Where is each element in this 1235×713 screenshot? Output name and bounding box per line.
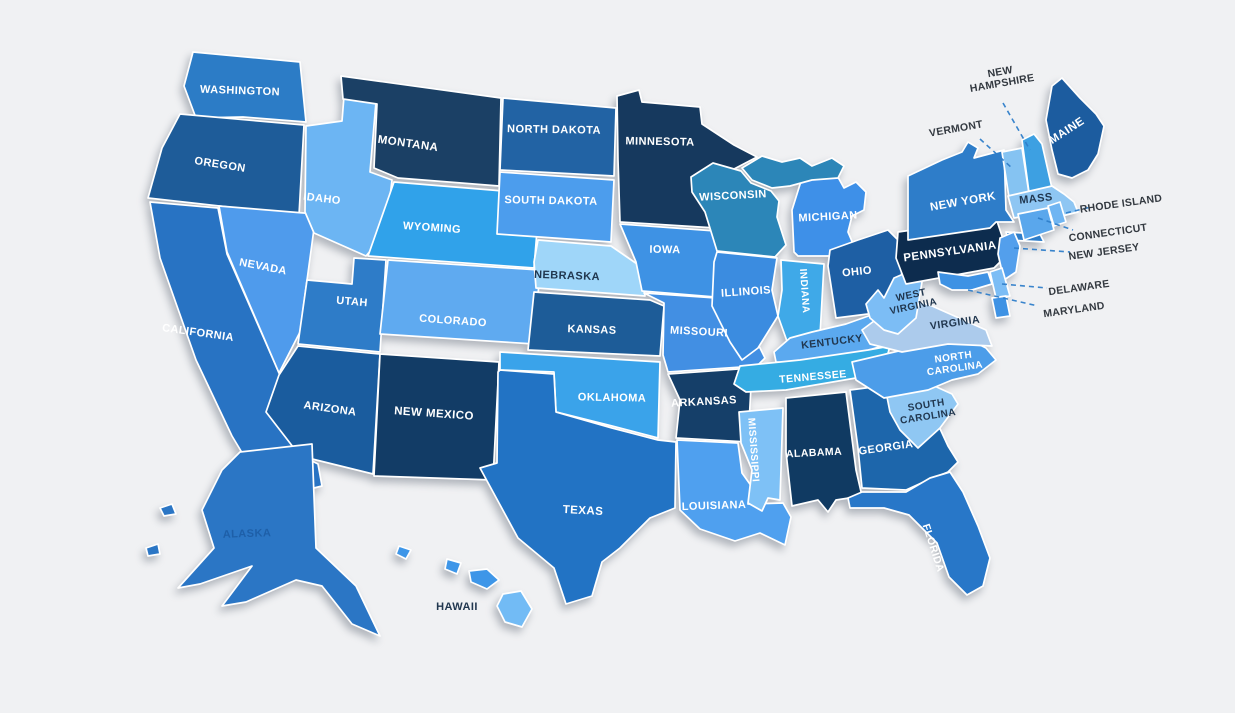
state-alaska-part-3[interactable] <box>145 543 161 557</box>
callout-label-delaware: DELAWARE <box>1048 278 1111 298</box>
state-new-york[interactable] <box>907 141 1015 241</box>
state-label-alabama: ALABAMA <box>786 446 843 461</box>
state-utah[interactable] <box>297 257 387 353</box>
state-nebraska[interactable] <box>533 239 646 297</box>
state-label-arkansas: ARKANSAS <box>671 394 737 409</box>
state-label-wisconsin: WISCONSIN <box>699 188 767 204</box>
state-label-washington: WASHINGTON <box>200 84 280 99</box>
callout-line-new-jersey <box>1013 247 1071 253</box>
state-label-north-dakota: NORTH DAKOTA <box>507 123 601 137</box>
state-connecticut[interactable] <box>1017 207 1055 241</box>
state-hawaii-part-3[interactable] <box>468 568 500 590</box>
callout-label-new-hampshire: NEWHAMPSHIRE <box>967 61 1035 95</box>
state-label-louisiana: LOUISIANA <box>682 499 747 513</box>
state-louisiana[interactable] <box>676 439 792 546</box>
callout-line-delaware <box>1001 283 1048 289</box>
state-illinois[interactable] <box>711 251 779 361</box>
state-label-iowa: IOWA <box>649 244 680 257</box>
state-maine[interactable] <box>1045 77 1105 179</box>
state-label-tennessee: TENNESSEE <box>779 368 847 386</box>
callout-lines-layer <box>967 102 1092 307</box>
state-label-alaska: ALASKA <box>223 527 272 541</box>
state-label-indiana: INDIANA <box>797 268 811 313</box>
state-montana[interactable] <box>340 75 502 187</box>
map-shadow-group <box>145 51 1105 637</box>
states-layer <box>145 51 1105 637</box>
callout-line-new-hampshire <box>1002 102 1031 151</box>
state-label-massachusetts: MASS <box>1019 191 1054 206</box>
state-label-ohio: OHIO <box>841 264 872 279</box>
state-hawaii[interactable] <box>395 545 412 560</box>
state-west-virginia[interactable] <box>865 271 923 335</box>
state-label-michigan: MICHIGAN <box>798 209 858 224</box>
state-label-oklahoma: OKLAHOMA <box>578 391 647 404</box>
state-texas[interactable] <box>479 369 677 605</box>
state-label-idaho: IDAHO <box>303 191 342 208</box>
state-label-new-mexico: NEW MEXICO <box>394 405 475 423</box>
state-label-nebraska: NEBRASKA <box>534 269 600 283</box>
state-mississippi[interactable] <box>738 407 784 512</box>
state-arkansas[interactable] <box>667 367 753 443</box>
state-label-colorado: COLORADO <box>419 313 487 330</box>
state-wisconsin[interactable] <box>690 162 787 258</box>
state-alabama[interactable] <box>785 391 863 513</box>
callout-label-vermont: VERMONT <box>928 118 984 139</box>
state-label-minnesota: MINNESOTA <box>625 135 694 148</box>
state-new-jersey[interactable] <box>997 231 1021 281</box>
callout-label-maryland: MARYLAND <box>1043 300 1106 320</box>
callout-label-new-jersey: NEW JERSEY <box>1068 241 1140 263</box>
callout-label-rhode-island: RHODE ISLAND <box>1079 192 1163 215</box>
state-label-kansas: KANSAS <box>567 323 617 337</box>
state-label-utah: UTAH <box>336 295 368 310</box>
state-rhode-island[interactable] <box>1047 201 1067 227</box>
state-nevada[interactable] <box>218 205 317 374</box>
state-michigan-region-1[interactable] <box>741 155 845 189</box>
state-maryland-part-2[interactable] <box>991 295 1011 319</box>
state-north-dakota[interactable] <box>499 97 617 177</box>
state-label-south-dakota: SOUTH DAKOTA <box>504 194 597 208</box>
callout-line-rhode-island <box>1065 206 1092 214</box>
state-label-missouri: MISSOURI <box>670 324 729 339</box>
state-kansas[interactable] <box>527 291 665 357</box>
state-colorado[interactable] <box>379 259 541 345</box>
state-south-carolina[interactable] <box>885 383 959 449</box>
state-hawaii-part-2[interactable] <box>444 558 462 575</box>
state-hawaii-region-1[interactable] <box>496 590 533 628</box>
callout-line-maryland <box>967 289 1039 307</box>
state-label-texas: TEXAS <box>562 504 603 518</box>
state-minnesota[interactable] <box>616 89 758 229</box>
state-florida[interactable] <box>847 471 991 596</box>
state-washington[interactable] <box>183 51 307 123</box>
state-label-mississippi: MISSISSIPPI <box>745 417 760 482</box>
state-label-illinois: ILLINOIS <box>721 284 772 299</box>
state-label-wyoming: WYOMING <box>403 220 462 236</box>
callout-line-connecticut <box>1037 217 1074 231</box>
state-idaho[interactable] <box>304 95 393 257</box>
callout-line-vermont <box>979 138 1013 169</box>
state-maryland[interactable] <box>937 271 993 291</box>
state-alaska-part-2[interactable] <box>159 503 177 517</box>
state-label-hawaii: HAWAII <box>436 601 478 613</box>
state-delaware[interactable] <box>989 267 1011 299</box>
state-alaska[interactable] <box>177 443 381 637</box>
state-south-dakota[interactable] <box>496 171 615 243</box>
